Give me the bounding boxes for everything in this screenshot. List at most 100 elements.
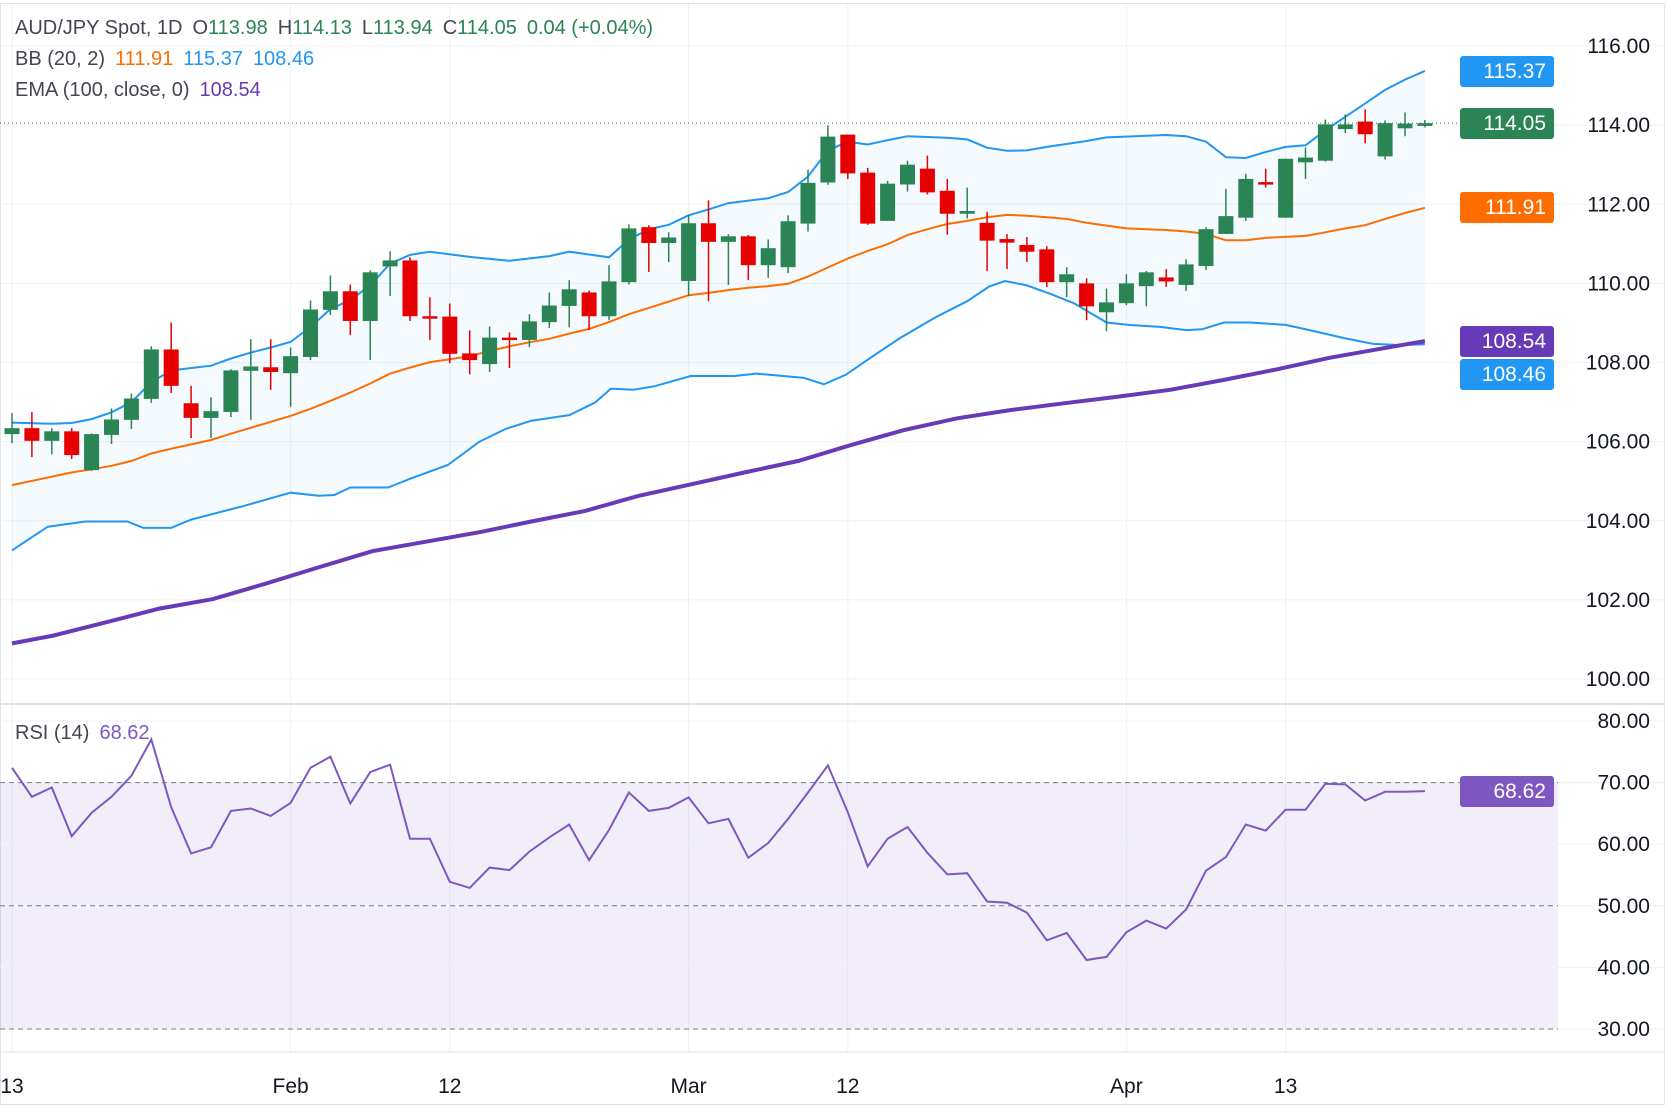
candle-down	[641, 227, 657, 244]
bb-legend[interactable]: BB (20, 2) 111.91 115.37 108.46	[15, 48, 324, 71]
candle-down	[1158, 277, 1174, 282]
candle-down	[1357, 121, 1373, 135]
candle-up	[900, 164, 915, 185]
x-tick-label: Mar	[671, 1075, 707, 1098]
rsi-legend[interactable]: RSI (14) 68.62	[15, 722, 160, 745]
x-tick-label: 13	[0, 1075, 23, 1098]
candle-down	[701, 223, 716, 242]
rsi-axis-label: 30.00	[1597, 1018, 1650, 1041]
candle-up	[223, 370, 239, 412]
candle-up	[382, 260, 398, 267]
candle-down	[64, 431, 80, 456]
candle-up	[1218, 216, 1234, 234]
rsi-badge: 68.62	[1460, 776, 1554, 807]
candle-up	[720, 236, 736, 242]
candle-down	[979, 222, 995, 241]
candle-up	[561, 289, 577, 306]
bb-fill	[12, 70, 1425, 551]
low-value: 113.94	[373, 17, 433, 39]
chart-border	[0, 3, 1665, 1105]
candle-down	[1258, 182, 1274, 185]
rsi-axis-label: 80.00	[1597, 710, 1650, 733]
bb-upper-badge: 115.37	[1460, 56, 1554, 87]
candle-up	[1059, 274, 1075, 283]
candle-down	[342, 291, 358, 321]
bb-lower-badge: 108.46	[1460, 359, 1554, 390]
bb-upper-value: 115.37	[183, 48, 243, 70]
low-label: L	[361, 17, 373, 39]
candle-up	[1278, 158, 1294, 218]
candle-down	[502, 337, 517, 341]
candle-up	[800, 182, 816, 224]
candle-down	[999, 239, 1015, 243]
bb-lower-value: 108.46	[252, 48, 315, 70]
candle-up	[104, 419, 119, 435]
rsi-axis-label: 70.00	[1597, 772, 1650, 795]
bb-label: BB (20, 2)	[15, 48, 106, 70]
rsi-axis-label: 60.00	[1597, 833, 1650, 856]
bb-lower-line	[11, 279, 1425, 552]
candle-down	[183, 403, 199, 418]
candle-up	[681, 223, 697, 282]
candle-up	[1118, 283, 1134, 304]
ema-label: EMA (100, close, 0)	[15, 79, 190, 101]
candle-up	[820, 136, 836, 183]
rsi-axis-label: 50.00	[1597, 895, 1650, 918]
candle-up	[283, 356, 299, 374]
price-axis-label: 100.00	[1586, 668, 1650, 691]
high-label: H	[277, 17, 293, 39]
candle-down	[740, 236, 756, 266]
candle-up	[1397, 123, 1413, 129]
candle-down	[860, 172, 876, 224]
x-tick-label: Feb	[273, 1075, 309, 1098]
candle-down	[402, 260, 418, 317]
candle-down	[581, 292, 597, 317]
candle-up	[243, 366, 259, 371]
price-axis-label: 112.00	[1587, 193, 1650, 216]
candle-up	[84, 434, 100, 471]
candle-up	[1298, 157, 1313, 163]
change-value: 0.04 (+0.04%)	[526, 17, 654, 39]
candle-up	[621, 228, 637, 283]
candle-up	[661, 237, 677, 244]
candle-up	[760, 248, 776, 266]
x-tick-label: 12	[438, 1075, 461, 1098]
bb-basis-value: 111.91	[115, 48, 174, 70]
rsi-value: 68.62	[99, 722, 150, 744]
candle-up	[601, 281, 617, 317]
candle-down	[24, 428, 40, 441]
ema-badge: 108.54	[1460, 326, 1554, 357]
price-axis-label: 114.00	[1587, 114, 1650, 137]
open-label: O	[192, 17, 209, 39]
candle-up	[4, 428, 20, 435]
candle-down	[163, 349, 179, 386]
x-tick-label: 13	[1274, 1075, 1297, 1098]
candle-down	[840, 134, 856, 174]
candle-down	[1019, 244, 1035, 252]
price-axis-label: 106.00	[1586, 431, 1650, 454]
candle-down	[1039, 249, 1055, 283]
candle-up	[1417, 123, 1433, 126]
candle-up	[1198, 229, 1214, 266]
candle-down	[263, 367, 279, 372]
candle-up	[959, 210, 975, 214]
high-value: 114.13	[292, 17, 352, 39]
candle-up	[541, 305, 557, 323]
candle-up	[203, 411, 219, 418]
candle-down	[1079, 283, 1095, 307]
candle-up	[1377, 123, 1393, 157]
candle-up	[322, 291, 338, 310]
candle-up	[1317, 124, 1333, 161]
price-axis-label: 110.00	[1587, 272, 1650, 295]
candle-up	[1178, 264, 1194, 285]
candle-up	[880, 183, 896, 221]
symbol-title: AUD/JPY Spot, 1D	[15, 17, 183, 39]
candle-up	[143, 349, 159, 399]
candle-down	[462, 353, 478, 361]
last-price-badge: 114.05	[1460, 108, 1554, 139]
bb-basis-badge: 111.91	[1460, 192, 1554, 223]
candle-down	[442, 316, 458, 354]
ema-legend[interactable]: EMA (100, close, 0) 108.54	[15, 79, 271, 102]
